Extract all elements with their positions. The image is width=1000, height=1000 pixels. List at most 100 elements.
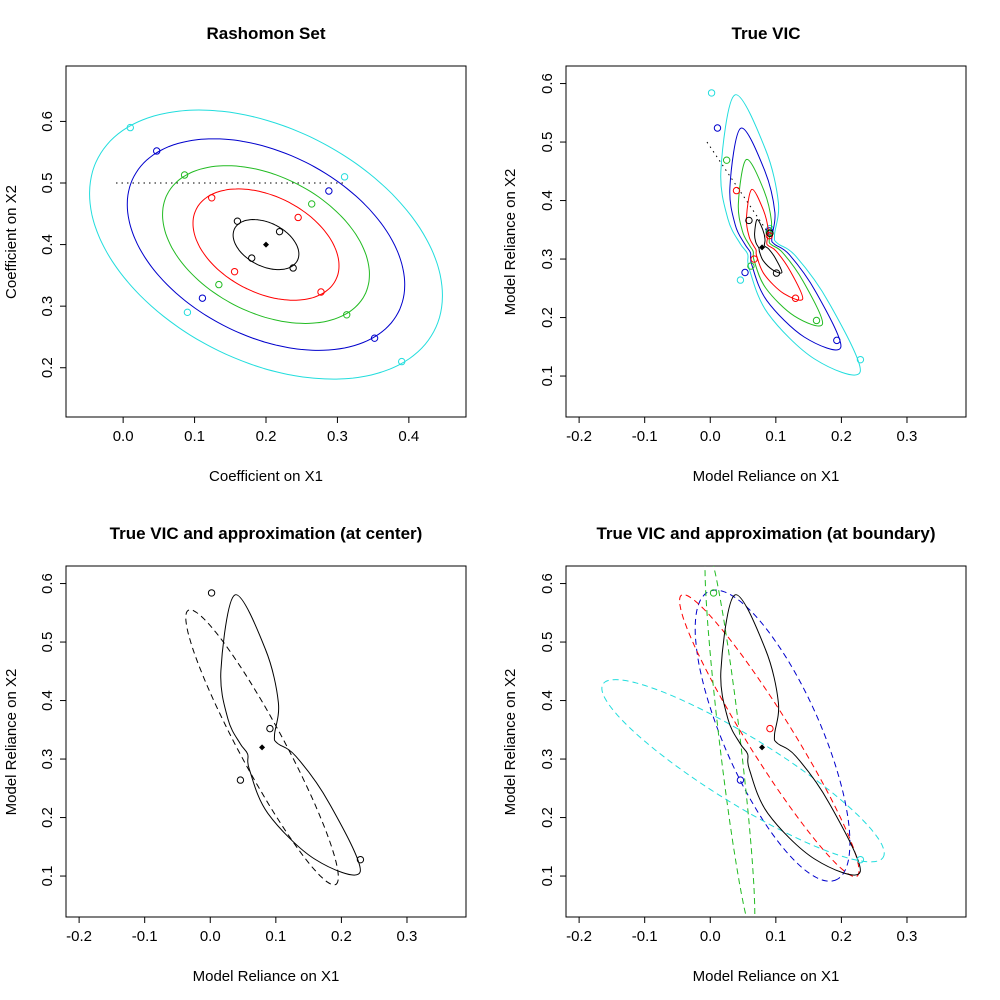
x-tick-label: 0.3 [397,928,418,945]
vic-point-red [750,255,758,263]
panel-1-xlabel: Coefficient on X1 [209,468,323,485]
contour-point-blue [370,334,379,342]
panel-1-frame [65,65,467,418]
rashomon-contour-black [232,218,300,271]
panel-1-title: Rashomon Set [206,24,325,43]
panel-1-ylabel: Coefficient on X2 [3,185,20,299]
panel-vic-approx-boundary: True VIC and approximation (at boundary)… [502,524,967,985]
panel-rashomon-set: Rashomon Set Coefficient on X1 Coefficie… [3,24,467,485]
contour-point-blue [325,187,333,195]
panel-4-xlabel: Model Reliance on X1 [693,968,840,985]
y-tick-label: 0.1 [39,866,56,887]
y-tick-label: 0.5 [39,632,56,653]
panel-3-plot-area [185,589,365,886]
true-vic-contour [720,594,861,876]
y-tick-label: 0.6 [39,111,56,132]
tangent-point-red [766,724,774,733]
vic-point-cyan [707,89,716,97]
x-tick-label: 0.2 [256,428,277,445]
y-tick-label: 0.5 [539,132,556,153]
panel-1-plot-area [89,109,443,380]
vic-point-green [765,229,773,237]
vic-contour-red [745,188,804,301]
panel-3-x-axis: -0.2 -0.1 0.0 0.1 0.2 0.3 [66,917,417,945]
center-point [759,744,766,751]
y-tick-label: 0.4 [39,234,56,255]
contour-point-green [343,311,351,319]
panel-3-ylabel: Model Reliance on X2 [3,669,20,816]
vic-point [266,724,274,733]
x-tick-label: 0.0 [113,428,134,445]
y-tick-label: 0.4 [539,190,556,211]
rashomon-contour-cyan [89,109,443,380]
x-tick-label: -0.1 [132,928,158,945]
vic-point-green [747,262,755,270]
vic-contour-green [737,159,824,327]
y-tick-label: 0.3 [39,296,56,317]
vic-point [356,855,365,864]
panel-2-xlabel: Model Reliance on X1 [693,468,840,485]
panel-4-x-axis: -0.2 -0.1 0.0 0.1 0.2 0.3 [566,917,917,945]
y-tick-label: 0.2 [39,807,56,828]
rashomon-contour-blue [126,138,406,351]
contour-point-cyan [398,357,406,366]
panel-2-plot-area [706,89,865,376]
x-tick-label: 0.0 [200,928,221,945]
contour-point-blue [153,147,161,155]
vic-contour-cyan [720,94,861,376]
x-tick-label: 0.1 [765,428,786,445]
vic-point-black [766,229,774,238]
x-tick-label: 0.3 [897,428,918,445]
y-tick-label: 0.3 [539,749,556,770]
panel-2-ylabel: Model Reliance on X2 [502,169,519,316]
vic-contour-black [754,219,783,274]
vic-point-black [772,269,781,277]
approximation-ellipse-red [679,594,860,878]
approximation-layer [601,566,885,917]
y-tick-label: 0.6 [39,573,56,594]
contour-point-black [233,217,242,225]
y-tick-label: 0.1 [539,866,556,887]
contour-point-black [289,264,297,272]
panel-vic-approx-center: True VIC and approximation (at center) M… [3,524,467,985]
panel-4-frame [565,565,967,918]
approximation-ellipse-cyan [601,679,885,863]
panel-2-frame [565,65,967,418]
contour-point-red [208,194,216,202]
vic-point-green [812,316,821,325]
panel-2-title: True VIC [732,24,801,43]
panel-3-y-axis: 0.1 0.2 0.3 0.4 0.5 0.6 [39,573,66,886]
center-point [263,241,269,248]
panel-true-vic: True VIC Model Reliance on X1 Model Reli… [502,24,967,485]
y-tick-label: 0.4 [539,690,556,711]
contour-point-black [275,227,284,236]
panel-4-y-axis: 0.1 0.2 0.3 0.4 0.5 0.6 [539,573,566,886]
y-tick-label: 0.3 [39,749,56,770]
x-tick-label: 0.3 [327,428,348,445]
vic-contour-blue [729,127,842,351]
panel-1-y-axis: 0.2 0.3 0.4 0.5 0.6 [39,111,66,378]
contour-point-blue [198,294,207,302]
y-tick-label: 0.1 [539,366,556,387]
vic-point-black [745,216,753,225]
x-tick-label: -0.2 [66,928,92,945]
vic-point-blue [713,124,722,132]
approximation-ellipse [185,609,339,886]
x-tick-label: 0.2 [831,428,852,445]
x-tick-label: -0.1 [632,428,658,445]
y-tick-label: 0.6 [539,73,556,94]
panel-3-frame [65,565,467,918]
x-tick-label: -0.1 [632,928,658,945]
vic-point-cyan [736,276,745,284]
tangent-point-blue [736,776,745,784]
y-tick-label: 0.3 [539,249,556,270]
x-tick-label: -0.2 [566,928,592,945]
contour-point-red [230,267,239,276]
contour-point-green [180,171,189,179]
x-tick-label: 0.1 [765,928,786,945]
tangent-point-cyan [856,855,865,864]
approximation-ellipse-blue [694,589,851,882]
contour-point-cyan [126,123,134,132]
vic-point [236,776,245,784]
y-tick-label: 0.2 [39,357,56,378]
